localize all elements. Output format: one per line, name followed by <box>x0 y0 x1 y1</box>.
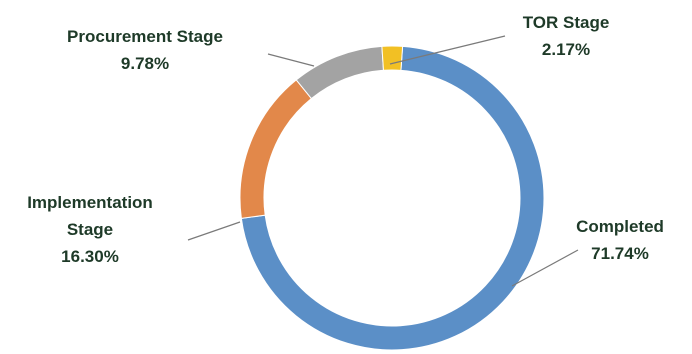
name-label-implementation-stage: Implementation <box>27 193 153 212</box>
slice-procurement-stage <box>295 45 385 100</box>
label-implementation-stage: Implementation Stage 16.30% <box>27 193 153 266</box>
label-completed: Completed 71.74% <box>576 217 664 263</box>
name-label-procurement-stage: Procurement Stage <box>67 27 223 46</box>
slice-implementation-stage <box>239 79 313 219</box>
leader-line-tor-stage <box>389 35 506 65</box>
value-label-implementation-stage: 16.30% <box>61 247 119 266</box>
leader-line-completed <box>511 249 579 287</box>
leader-lines-layer <box>187 35 579 287</box>
leader-line-procurement-stage <box>267 53 315 67</box>
slice-completed <box>240 45 545 351</box>
name-label-completed: Completed <box>576 217 664 236</box>
value-label-completed: 71.74% <box>591 244 649 263</box>
name-label-tor-stage: TOR Stage <box>523 13 610 32</box>
slices-layer <box>239 45 545 351</box>
label-procurement-stage: Procurement Stage 9.78% <box>67 27 223 73</box>
name-label-implementation-stage: Stage <box>67 220 113 239</box>
value-label-procurement-stage: 9.78% <box>121 54 169 73</box>
slice-tor-stage <box>381 45 404 71</box>
value-label-tor-stage: 2.17% <box>542 40 590 59</box>
leader-line-implementation-stage <box>187 221 241 241</box>
label-tor-stage: TOR Stage 2.17% <box>523 13 610 59</box>
labels-layer: Completed 71.74% Implementation Stage 16.30%… <box>27 13 664 266</box>
